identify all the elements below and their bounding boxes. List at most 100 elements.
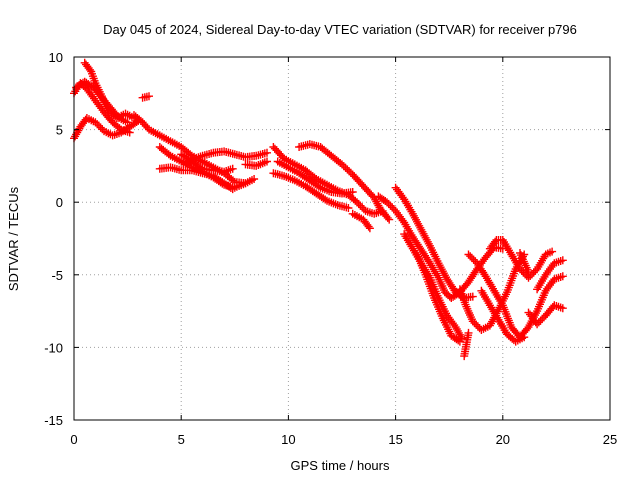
plot-frame [73, 56, 611, 421]
data-point-marker [263, 157, 271, 166]
x-axis-label: GPS time / hours [291, 458, 390, 473]
data-point-marker [464, 328, 473, 337]
data-point-marker [468, 317, 477, 326]
x-tick-label: 0 [70, 432, 77, 447]
data-point-marker [356, 201, 365, 210]
data-point-marker [524, 267, 533, 276]
data-point-marker [353, 198, 361, 207]
data-point-marker [548, 247, 557, 256]
x-tick-label: 15 [388, 432, 402, 447]
data-point-marker [250, 175, 259, 183]
y-tick-label: 5 [56, 123, 63, 138]
data-point-marker [383, 213, 392, 222]
series-track [269, 169, 353, 212]
x-tick-label: 10 [281, 432, 295, 447]
series-track [413, 250, 464, 346]
series-track [485, 236, 557, 282]
data-point-marker [468, 292, 477, 301]
data-point-marker [383, 198, 391, 207]
data-point-marker [455, 337, 464, 346]
series-track [460, 328, 473, 361]
data-point-marker [385, 215, 394, 224]
data-point-marker [241, 179, 250, 188]
data-point-marker [517, 266, 526, 275]
data-point-marker [339, 162, 348, 171]
series-track [348, 209, 374, 233]
data-point-marker [520, 333, 529, 342]
data-points [70, 58, 567, 361]
series-track [181, 147, 271, 169]
series-track [295, 140, 394, 224]
data-point-marker [516, 265, 524, 273]
data-point-marker [388, 203, 397, 212]
series-track [241, 157, 271, 170]
data-point-marker [196, 163, 205, 172]
data-point-marker [145, 92, 153, 101]
y-tick-label: -15 [44, 413, 63, 428]
series-track [273, 157, 357, 198]
y-tick-label: 0 [56, 195, 63, 210]
series-track [177, 150, 237, 176]
y-axis-label: SDTVAR / TECUs [6, 186, 21, 291]
chart-title: Day 045 of 2024, Sidereal Day-to-day VTE… [103, 22, 577, 37]
data-point-marker [464, 250, 473, 259]
data-point-marker [365, 224, 374, 233]
data-point-marker [526, 272, 535, 280]
series-track [155, 163, 237, 194]
data-point-marker [346, 168, 355, 177]
data-point-marker [345, 167, 354, 176]
data-point-marker [491, 237, 500, 246]
data-point-marker [469, 255, 478, 264]
y-tick-label: 10 [49, 50, 63, 65]
series-track [516, 249, 533, 276]
data-point-marker [226, 184, 235, 192]
data-point-marker [538, 314, 547, 323]
grid-lines [74, 57, 610, 420]
data-point-marker [467, 254, 476, 262]
data-point-marker [386, 201, 395, 210]
tick-labels: 0 5 10 15 20 25 -15 -10 -5 0 5 10 [44, 50, 617, 447]
data-point-marker [454, 336, 463, 345]
series-track [374, 192, 507, 302]
data-point-marker [558, 272, 567, 281]
data-point-marker [263, 148, 271, 157]
data-point-marker [533, 320, 542, 329]
data-point-marker [466, 252, 475, 261]
data-point-marker [93, 120, 102, 129]
data-point-marker [229, 176, 237, 185]
series-track [464, 250, 567, 342]
x-tick-label: 25 [603, 432, 617, 447]
data-point-marker [472, 320, 481, 329]
data-point-marker [96, 123, 105, 132]
series-track [138, 92, 153, 102]
data-point-marker [188, 155, 197, 164]
x-tick-label: 20 [496, 432, 510, 447]
data-point-marker [364, 222, 373, 231]
data-point-marker [228, 164, 237, 173]
series-track [391, 183, 477, 302]
data-point-marker [473, 322, 482, 331]
data-point-marker [94, 121, 103, 130]
data-point-marker [341, 163, 350, 172]
axis-ticks [73, 56, 611, 421]
data-point-marker [536, 316, 545, 325]
series-track [533, 256, 567, 294]
data-point-marker [338, 160, 346, 169]
data-point-marker [228, 185, 237, 194]
data-point-marker [534, 318, 543, 327]
series-track [477, 286, 529, 346]
x-tick-label: 5 [178, 432, 185, 447]
series-track [70, 114, 143, 143]
y-tick-label: -10 [44, 340, 63, 355]
data-point-marker [470, 319, 479, 327]
y-tick-label: -5 [51, 268, 63, 283]
data-point-marker [344, 204, 353, 212]
data-point-marker [384, 199, 393, 208]
data-point-marker [358, 203, 367, 212]
data-point-marker [348, 188, 357, 196]
series-track [524, 301, 567, 329]
data-point-marker [558, 256, 567, 265]
data-point-marker [354, 199, 363, 208]
